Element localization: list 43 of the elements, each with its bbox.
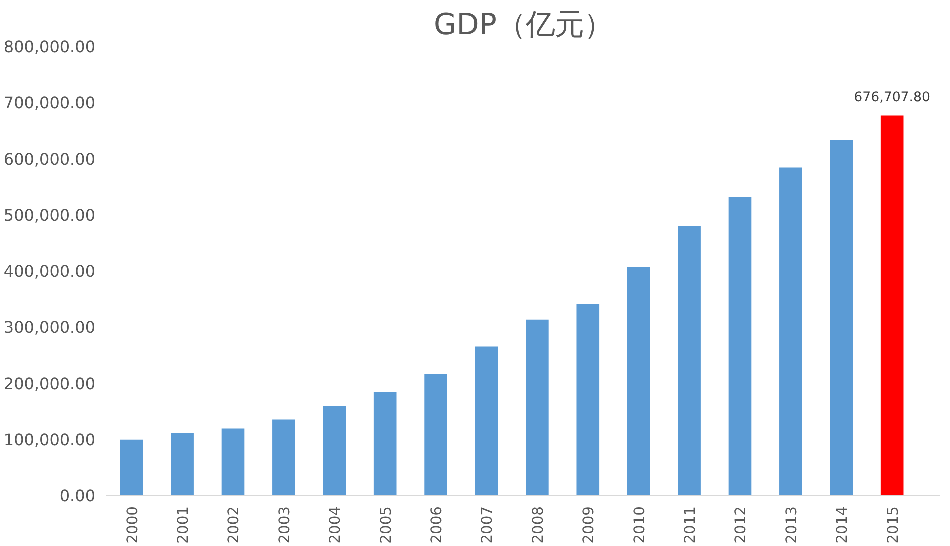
- y-tick-label: 700,000.00: [4, 94, 96, 113]
- x-tick-label: 2015: [884, 506, 902, 544]
- y-tick-label: 500,000.00: [4, 206, 96, 225]
- x-tick-label: 2002: [226, 506, 243, 544]
- x-tick-label: 2003: [276, 506, 294, 544]
- y-tick-label: 600,000.00: [4, 150, 96, 169]
- x-tick-label: 2013: [783, 506, 800, 544]
- y-tick-label: 300,000.00: [4, 318, 96, 338]
- y-tick-label: 400,000.00: [4, 262, 96, 281]
- x-tick-label: 2014: [834, 506, 852, 544]
- bar: [830, 140, 854, 496]
- data-label: 676,707.80: [854, 90, 930, 106]
- x-tick-label: 2008: [530, 506, 547, 544]
- x-tick-label: 2012: [732, 506, 750, 544]
- bar: [475, 346, 498, 496]
- bar: [576, 304, 600, 496]
- x-tick-label: 2009: [580, 506, 598, 544]
- y-tick-label: 200,000.00: [4, 374, 96, 394]
- x-tick-label: 2007: [479, 506, 496, 544]
- bar: [728, 197, 752, 496]
- x-tick-label: 2010: [631, 506, 648, 544]
- y-tick-label: 100,000.00: [4, 430, 96, 450]
- bar: [222, 428, 245, 496]
- bar: [323, 406, 346, 496]
- bar: [880, 116, 904, 496]
- bar: [120, 440, 144, 496]
- bar: [171, 433, 194, 496]
- bar: [780, 168, 802, 496]
- bar: [678, 226, 701, 496]
- x-tick-label: 2011: [682, 506, 700, 544]
- x-tick-label: 2004: [327, 506, 344, 544]
- bar: [627, 267, 650, 496]
- bar: [424, 374, 448, 496]
- x-tick-label: 2001: [175, 506, 192, 544]
- bar: [526, 320, 549, 496]
- bar: [272, 420, 296, 496]
- y-tick-label: 800,000.00: [4, 38, 96, 56]
- chart-title: GDP（亿元）: [434, 8, 613, 42]
- x-tick-label: 2005: [378, 506, 395, 544]
- x-tick-label: 2006: [428, 506, 446, 544]
- y-tick-label: 0.00: [60, 486, 96, 506]
- x-tick-label: 2000: [124, 506, 142, 544]
- bar: [374, 392, 397, 496]
